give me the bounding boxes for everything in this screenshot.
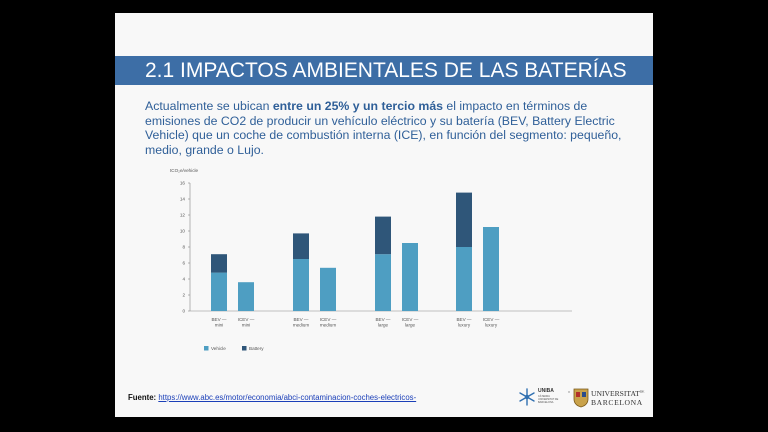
bar-vehicle-2 (238, 282, 254, 311)
bar-battery-3 (293, 233, 309, 259)
x-tick-label: ICEV — (238, 317, 255, 322)
x-tick-label: ICEV — (483, 317, 500, 322)
bar-vehicle-6 (402, 243, 418, 311)
x-tick-label: mini (242, 323, 250, 328)
x-tick-label: BEV — (211, 317, 226, 322)
title-bar: 2.1 IMPACTOS AMBIENTALES DE LAS BATERÍAS (115, 56, 653, 85)
y-tick-label: 8 (182, 245, 185, 250)
legend-swatch-battery (242, 346, 247, 351)
x-tick-label: medium (320, 323, 337, 328)
y-tick-label: 4 (182, 277, 185, 282)
bar-vehicle-1 (211, 272, 227, 311)
slide-title: 2.1 IMPACTOS AMBIENTALES DE LAS BATERÍAS (145, 59, 627, 82)
intro-suffix: el impacto en términos de emisiones de C… (145, 99, 622, 157)
ub-text-line1: UNIVERSITATDE (591, 389, 644, 398)
ub-logo: UNIVERSITATDE BARCELONA (569, 386, 653, 410)
uniba-text: UNIBA (538, 388, 554, 394)
uniba-snowflake-icon (519, 388, 535, 406)
x-tick-label: BEV — (456, 317, 471, 322)
x-tick-label: BEV — (375, 317, 390, 322)
bar-battery-7 (456, 192, 472, 247)
ub-text-line2: BARCELONA (591, 398, 643, 407)
y-tick-label: 12 (180, 213, 186, 218)
bar-vehicle-8 (483, 227, 499, 311)
legend-label-vehicle: Vehicle (211, 346, 226, 351)
legend-swatch-vehicle (204, 346, 209, 351)
x-tick-label: luxury (458, 323, 471, 328)
y-axis-label: tCO₂e/vehicle (170, 168, 199, 173)
bar-vehicle-3 (293, 259, 309, 311)
bar-battery-5 (375, 216, 391, 255)
slide: 2.1 IMPACTOS AMBIENTALES DE LAS BATERÍAS… (115, 13, 653, 417)
x-tick-label: medium (293, 323, 310, 328)
intro-paragraph: Actualmente se ubican entre un 25% y un … (145, 99, 623, 157)
y-tick-label: 16 (180, 181, 186, 186)
intro-prefix: Actualmente se ubican (145, 99, 273, 113)
bar-vehicle-7 (456, 247, 472, 311)
x-tick-label: BEV — (293, 317, 308, 322)
x-tick-label: large (405, 323, 416, 328)
bar-vehicle-5 (375, 254, 391, 311)
y-tick-label: 6 (182, 261, 185, 266)
ub-word-universitat: UNIVERSITAT (591, 389, 640, 398)
x-tick-label: luxury (485, 323, 498, 328)
x-tick-label: ICEV — (402, 317, 419, 322)
x-tick-label: mini (215, 323, 223, 328)
source-link[interactable]: https://www.abc.es/motor/economia/abci-c… (158, 393, 417, 402)
y-tick-label: 2 (182, 293, 185, 298)
bar-vehicle-4 (320, 267, 336, 311)
bar-battery-1 (211, 254, 227, 273)
source-label: Fuente: (128, 393, 157, 402)
ub-word-de: DE (639, 389, 645, 394)
x-tick-label: large (378, 323, 389, 328)
uniba-subtext: CÀTEDRA UNIVERSITAT DE BARCELONA (538, 395, 559, 404)
intro-highlight: entre un 25% y un tercio más (272, 99, 443, 113)
legend-label-battery: Battery (249, 346, 264, 351)
logo-separator: x (568, 389, 570, 394)
ub-shield-icon (573, 388, 589, 408)
y-tick-label: 14 (180, 197, 186, 202)
uniba-logo: UNIBA CÀTEDRA UNIVERSITAT DE BARCELONA (518, 386, 558, 408)
source-line: Fuente: https://www.abc.es/motor/economi… (128, 393, 416, 402)
x-tick-label: ICEV — (320, 317, 337, 322)
y-tick-label: 0 (182, 309, 185, 314)
y-tick-label: 10 (180, 229, 186, 234)
